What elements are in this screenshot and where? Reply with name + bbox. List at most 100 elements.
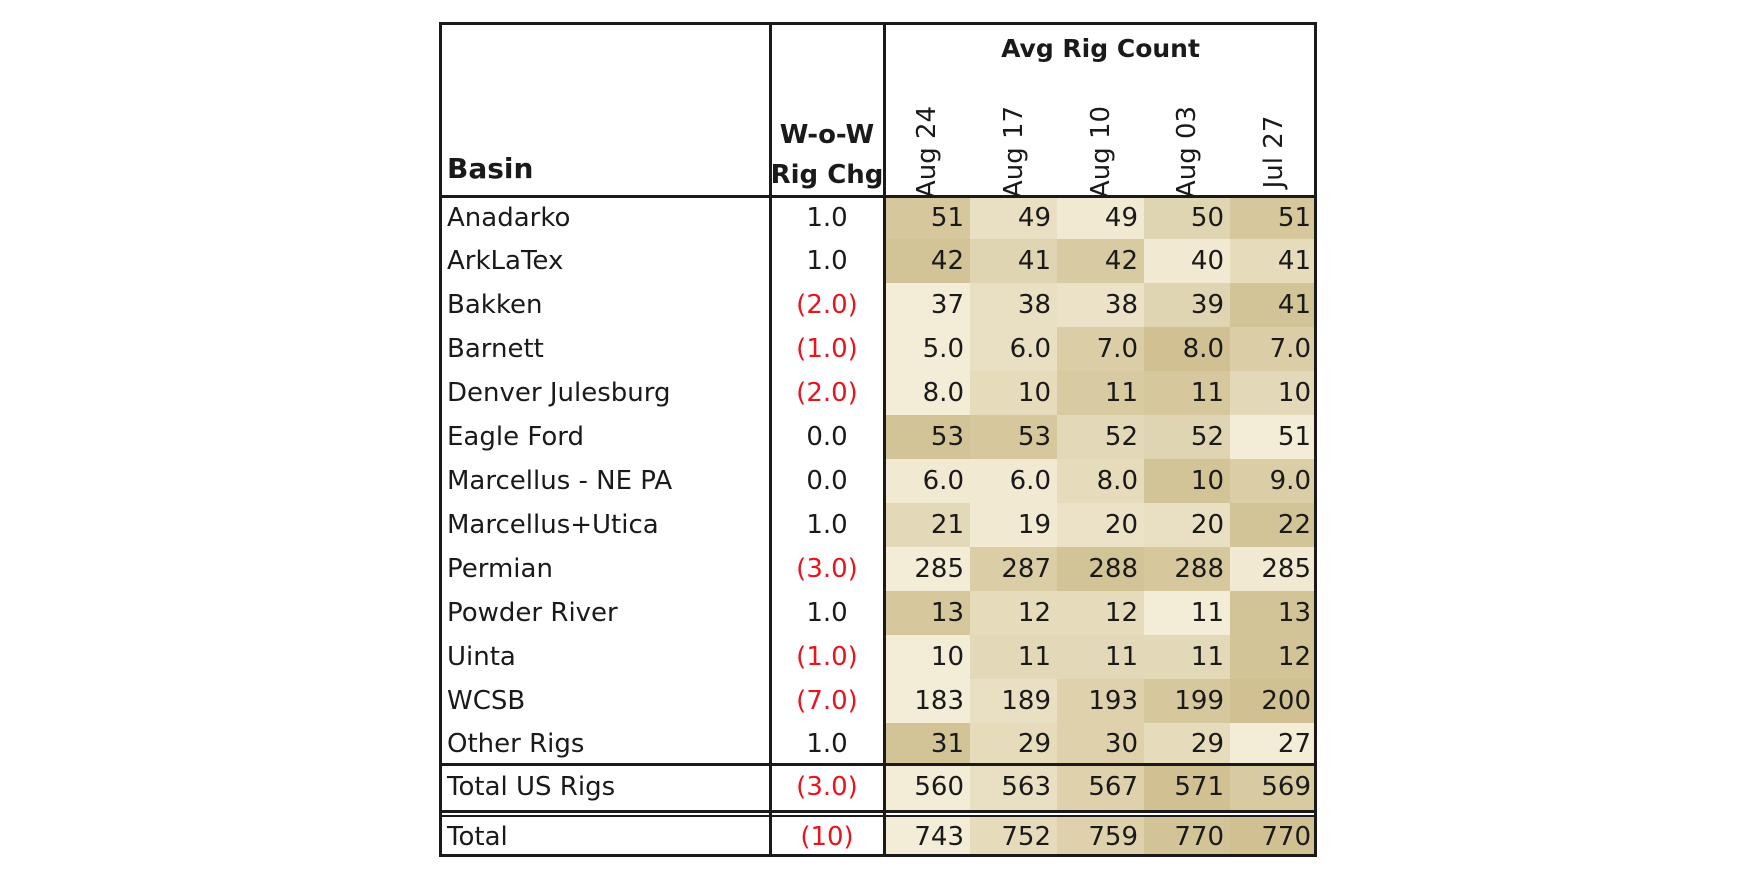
wow-rig-change: 1.0 <box>806 246 848 276</box>
basin-header: Basin <box>447 152 534 185</box>
rig-count-cell: 11 <box>970 635 1057 679</box>
rig-count-table: Basin W-o-W Rig Chg Avg Rig Count Aug 24… <box>439 22 1317 857</box>
basin-name: Denver Julesburg <box>447 378 671 408</box>
rig-count-cell: 41 <box>1230 239 1317 283</box>
rig-count-cell: 770 <box>1144 816 1230 857</box>
rig-count-cell: 10 <box>970 371 1057 415</box>
wow-rig-change: 1.0 <box>806 202 848 233</box>
basin-name: Total US Rigs <box>447 772 616 802</box>
avg-rig-count-header: Avg Rig Count <box>1001 34 1200 63</box>
wow-rig-change: (2.0) <box>796 290 858 320</box>
rig-count-cell: 29 <box>970 723 1057 764</box>
rig-count-cell: 8.0 <box>1057 459 1144 503</box>
rig-count-cell: 22 <box>1230 503 1317 547</box>
table-border-top <box>439 22 1317 25</box>
rig-count-cell: 183 <box>884 679 970 723</box>
rig-count-cell: 30 <box>1057 723 1144 764</box>
rig-count-cell: 12 <box>970 591 1057 635</box>
date-column-header: Aug 10 <box>1085 105 1116 199</box>
basin-name: Marcellus - NE PA <box>447 466 673 496</box>
rig-count-cell: 10 <box>884 635 970 679</box>
rig-count-cell: 11 <box>1144 371 1230 415</box>
rig-count-cell: 51 <box>1230 196 1317 239</box>
rig-count-cell: 51 <box>884 196 970 239</box>
basin-name: Other Rigs <box>447 728 585 759</box>
basin-name: Anadarko <box>447 202 571 233</box>
rig-count-cell: 38 <box>1057 283 1144 327</box>
rig-count-cell: 13 <box>1230 591 1317 635</box>
rig-count-cell: 288 <box>1057 547 1144 591</box>
rig-count-cell: 50 <box>1144 196 1230 239</box>
rig-count-cell: 29 <box>1144 723 1230 764</box>
rig-count-cell: 759 <box>1057 816 1144 857</box>
wow-rig-change: (3.0) <box>796 554 858 584</box>
wow-rig-change: (10) <box>800 821 854 852</box>
date-column-header: Aug 17 <box>998 105 1029 199</box>
rig-count-cell: 8.0 <box>884 371 970 415</box>
rig-count-cell: 770 <box>1230 816 1317 857</box>
rig-count-cell: 569 <box>1230 764 1317 810</box>
rig-count-cell: 12 <box>1230 635 1317 679</box>
rig-count-cell: 19 <box>970 503 1057 547</box>
date-column-header: Jul 27 <box>1258 115 1289 189</box>
rig-count-cell: 6.0 <box>970 327 1057 371</box>
rig-count-cell: 53 <box>884 415 970 459</box>
rig-count-cell: 7.0 <box>1230 327 1317 371</box>
wow-rig-change: 0.0 <box>806 422 848 452</box>
rig-count-cell: 20 <box>1057 503 1144 547</box>
rig-count-cell: 285 <box>1230 547 1317 591</box>
table-border-right <box>1314 22 1317 857</box>
rig-count-cell: 6.0 <box>970 459 1057 503</box>
rig-count-cell: 563 <box>970 764 1057 810</box>
header-divider <box>439 195 1317 198</box>
rig-count-cell: 9.0 <box>1230 459 1317 503</box>
basin-name: Uinta <box>447 642 516 672</box>
rig-count-cell: 189 <box>970 679 1057 723</box>
wow-rig-change: (1.0) <box>796 334 858 364</box>
basin-name: Marcellus+Utica <box>447 510 659 540</box>
rig-count-cell: 752 <box>970 816 1057 857</box>
rig-count-cell: 571 <box>1144 764 1230 810</box>
rig-count-cell: 200 <box>1230 679 1317 723</box>
rig-count-cell: 10 <box>1230 371 1317 415</box>
rig-count-cell: 51 <box>1230 415 1317 459</box>
rig-count-cell: 5.0 <box>884 327 970 371</box>
column-divider-basin <box>769 22 772 857</box>
rig-count-cell: 11 <box>1057 371 1144 415</box>
rig-count-cell: 37 <box>884 283 970 327</box>
rig-count-cell: 52 <box>1144 415 1230 459</box>
rig-count-cell: 53 <box>970 415 1057 459</box>
basin-name: ArkLaTex <box>447 246 564 276</box>
rig-count-cell: 41 <box>1230 283 1317 327</box>
wow-rig-change: 1.0 <box>806 728 848 759</box>
column-divider-change <box>883 22 886 857</box>
rig-count-cell: 49 <box>1057 196 1144 239</box>
rig-count-cell: 38 <box>970 283 1057 327</box>
wow-rig-change: (1.0) <box>796 642 858 672</box>
basin-name: Barnett <box>447 334 544 364</box>
rig-count-cell: 7.0 <box>1057 327 1144 371</box>
rig-count-cell: 13 <box>884 591 970 635</box>
basin-name: Total <box>447 821 508 852</box>
rig-count-cell: 41 <box>970 239 1057 283</box>
date-column-header: Aug 24 <box>912 105 942 199</box>
wow-change-header-line1: W-o-W <box>779 120 875 150</box>
wow-rig-change: (2.0) <box>796 378 858 408</box>
total-divider <box>439 810 1317 813</box>
rig-count-cell: 49 <box>970 196 1057 239</box>
rig-count-cell: 31 <box>884 723 970 764</box>
rig-count-cell: 20 <box>1144 503 1230 547</box>
date-column-header: Aug 03 <box>1172 105 1202 199</box>
wow-rig-change: (3.0) <box>796 772 858 802</box>
rig-count-cell: 39 <box>1144 283 1230 327</box>
basin-name: Eagle Ford <box>447 422 585 452</box>
wow-rig-change: 1.0 <box>806 598 848 628</box>
rig-count-cell: 567 <box>1057 764 1144 810</box>
basin-name: Powder River <box>447 598 618 628</box>
rig-count-cell: 27 <box>1230 723 1317 764</box>
rig-count-cell: 285 <box>884 547 970 591</box>
basin-name: Bakken <box>447 290 543 320</box>
wow-rig-change: 1.0 <box>806 510 848 540</box>
wow-rig-change: 0.0 <box>806 466 848 496</box>
rig-count-cell: 10 <box>1144 459 1230 503</box>
